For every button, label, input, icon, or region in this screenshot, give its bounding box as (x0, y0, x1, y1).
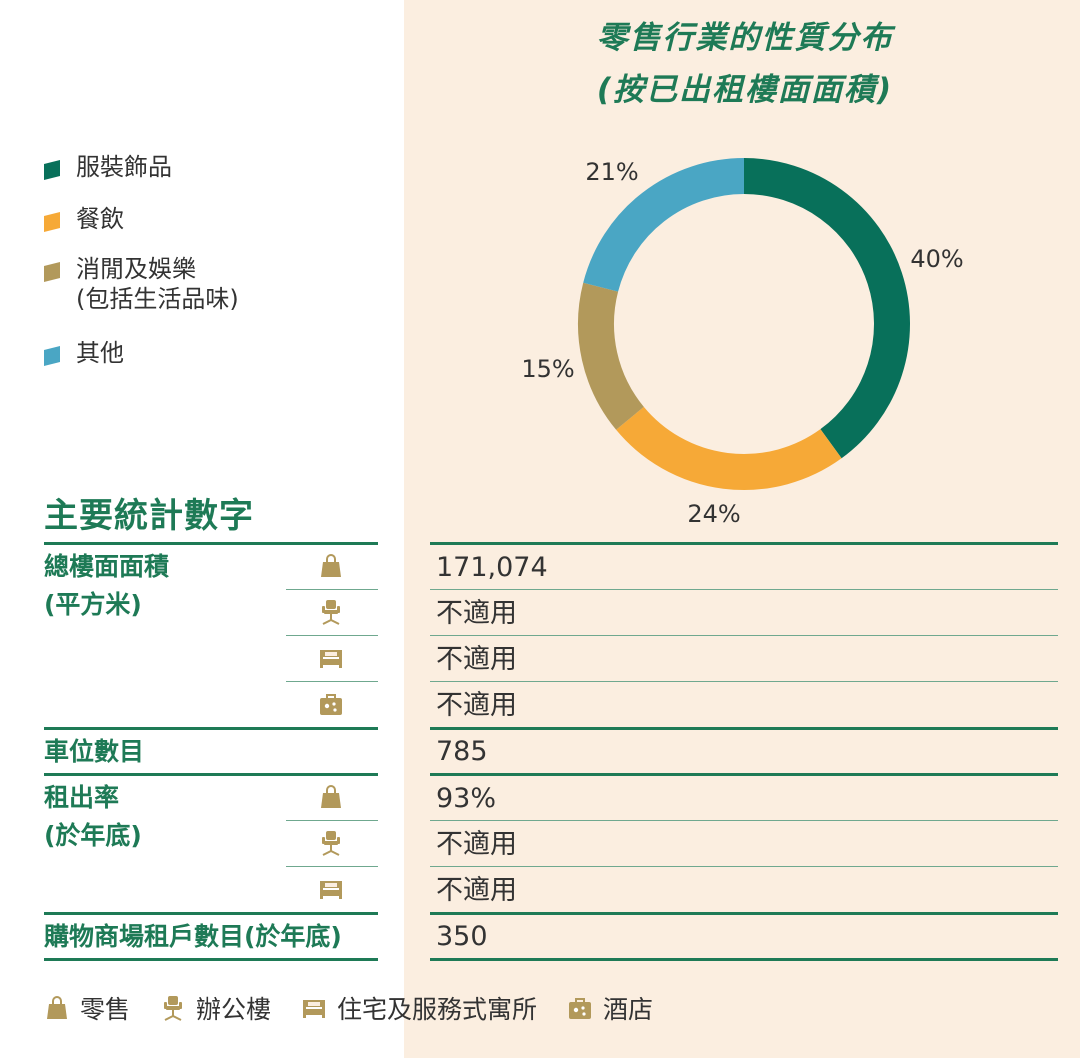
legend-label: 消閒及娛樂 (76, 255, 196, 283)
legend-item-others: 其他 (44, 338, 124, 368)
data-label: 24% (687, 500, 740, 528)
gfa-retail-value: 171,074 (436, 552, 548, 583)
table-rule (430, 820, 1058, 821)
table-rule (286, 866, 378, 867)
chart-subtitle: (按已出租樓面面積) (596, 72, 894, 108)
legend-swatch (44, 346, 60, 366)
suitcase-icon (318, 691, 344, 717)
legend-swatch (44, 262, 60, 282)
parking-label: 車位數目 (44, 737, 145, 766)
donut-segment (616, 406, 842, 490)
bed-icon (301, 995, 327, 1021)
icon-legend-label: 零售 (80, 995, 131, 1024)
legend-sublabel: (包括生活品味) (76, 285, 239, 313)
office-chair-icon (160, 995, 186, 1021)
data-label: 40% (910, 245, 963, 273)
legend-swatch (44, 212, 60, 232)
occupancy-office-value: 不適用 (436, 829, 517, 860)
tenants-label: 購物商場租戶數目(於年底) (44, 922, 342, 951)
icon-legend-item-hotel: 酒店 (567, 990, 653, 1026)
legend-item-apparel: 服裝飾品 (44, 152, 172, 182)
data-label: 15% (521, 355, 574, 383)
gfa-unit-label: (平方米) (44, 590, 142, 619)
donut-segment (583, 158, 745, 293)
chart-title: 零售行業的性質分布 (596, 20, 894, 56)
table-rule (430, 635, 1058, 636)
legend-item-leisure: 消閒及娛樂 (包括生活品味) (44, 254, 239, 314)
legend-item-food: 餐飲 (44, 204, 124, 234)
table-rule (286, 635, 378, 636)
table-rule (430, 866, 1058, 867)
table-rule (44, 958, 378, 961)
icon-legend-item-office: 辦公樓 (160, 990, 271, 1026)
icon-legend-label: 酒店 (603, 995, 654, 1024)
gfa-label: 總樓面面積 (44, 552, 170, 581)
occupancy-residential-value: 不適用 (436, 875, 517, 906)
table-rule (430, 958, 1058, 961)
tenants-value: 350 (436, 921, 488, 952)
table-rule (430, 773, 1058, 776)
donut-chart: 40% 24% 15% 21% (521, 158, 963, 528)
occupancy-label: 租出率 (44, 783, 120, 812)
table-rule (430, 727, 1058, 730)
table-rule (430, 681, 1058, 682)
occupancy-sublabel: (於年底) (44, 821, 142, 850)
table-rule (286, 681, 378, 682)
office-chair-icon (318, 599, 344, 625)
bed-icon (318, 645, 344, 671)
gfa-residential-value: 不適用 (436, 644, 517, 675)
table-rule (44, 727, 378, 730)
legend-label: 其他 (76, 339, 124, 367)
bed-icon (318, 876, 344, 902)
table-rule (430, 589, 1058, 590)
gfa-office-value: 不適用 (436, 598, 517, 629)
icon-legend-item-residential: 住宅及服務式寓所 (301, 990, 537, 1026)
table-rule (44, 542, 378, 545)
table-rule (44, 912, 378, 915)
legend-label: 餐飲 (76, 205, 124, 233)
icon-legend-label: 住宅及服務式寓所 (337, 995, 538, 1024)
occupancy-retail-value: 93% (436, 783, 497, 814)
table-rule (430, 912, 1058, 915)
office-chair-icon (318, 830, 344, 856)
shopping-bag-icon (44, 995, 70, 1021)
parking-value: 785 (436, 736, 488, 767)
table-rule (286, 589, 378, 590)
icon-legend: 零售 辦公樓 住宅及服務式寓所 酒店 (44, 990, 683, 1026)
shopping-bag-icon (318, 784, 344, 810)
gfa-hotel-value: 不適用 (436, 690, 517, 721)
table-rule (44, 773, 378, 776)
legend-label: 服裝飾品 (76, 153, 172, 181)
data-label: 21% (585, 158, 638, 186)
legend-swatch (44, 160, 60, 180)
icon-legend-label: 辦公樓 (196, 995, 272, 1024)
suitcase-icon (567, 995, 593, 1021)
table-rule (286, 820, 378, 821)
table-rule (430, 542, 1058, 545)
donut-segment (743, 158, 910, 459)
donut-segment (578, 282, 645, 430)
section-title: 主要統計數字 (44, 496, 254, 536)
icon-legend-item-retail: 零售 (44, 990, 130, 1026)
shopping-bag-icon (318, 553, 344, 579)
